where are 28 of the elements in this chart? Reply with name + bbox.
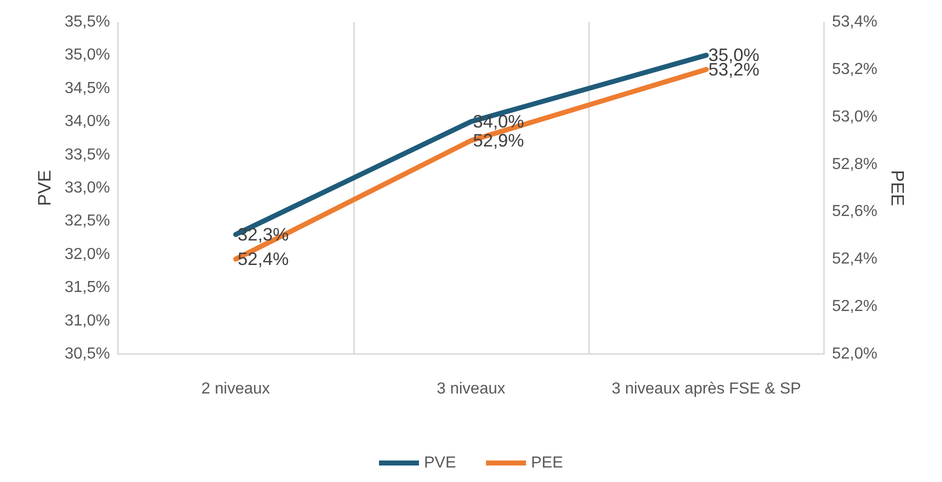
y2-tick-label: 53,4%: [832, 14, 878, 30]
data-label: 52,9%: [473, 130, 524, 151]
y2-tick-label: 52,4%: [832, 250, 878, 268]
y-tick-label: 32,0%: [64, 246, 110, 263]
y2-tick-label: 52,8%: [832, 156, 878, 173]
y-axis-title: PVE: [34, 170, 55, 206]
y-tick-label: 33,5%: [64, 146, 110, 164]
x-tick-label: 3 niveaux après FSE & SP: [612, 380, 802, 398]
y-tick-label: 33,0%: [64, 180, 110, 196]
x-tick-label: 3 niveaux: [436, 380, 506, 398]
y2-axis-title: PEE: [887, 170, 908, 206]
y-tick-label: 35,0%: [64, 46, 110, 64]
y-tick-label: 34,5%: [64, 80, 110, 97]
y-tick-label: 31,0%: [64, 312, 110, 330]
y2-tick-label: 52,0%: [832, 346, 878, 362]
y2-tick-label: 52,2%: [832, 298, 878, 316]
y2-tick-label: 53,0%: [832, 108, 878, 126]
y-tick-label: 31,5%: [64, 279, 110, 296]
legend-label: PVE: [424, 454, 456, 472]
y-tick-label: 35,5%: [64, 14, 110, 30]
y2-tick-label: 52,6%: [832, 203, 878, 220]
y-tick-label: 34,0%: [64, 113, 110, 130]
y-tick-label: 30,5%: [64, 346, 110, 362]
y-tick-label: 32,5%: [64, 212, 110, 230]
y2-tick-label: 53,2%: [832, 60, 878, 78]
data-label: 52,4%: [238, 249, 289, 270]
x-tick-label: 2 niveaux: [201, 380, 270, 398]
legend-label: PEE: [531, 454, 564, 472]
